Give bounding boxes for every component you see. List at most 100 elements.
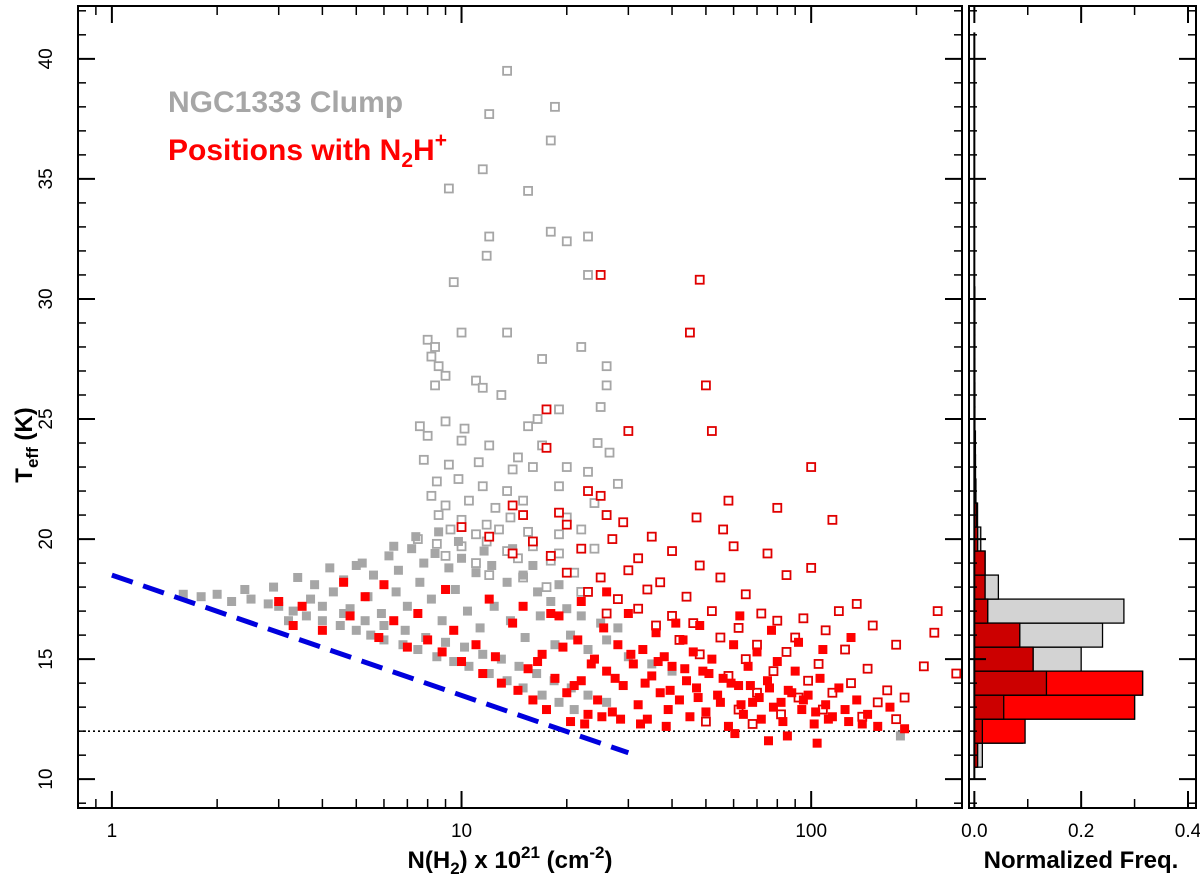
point-s1-49 [613,623,623,633]
point-s1-74 [667,666,677,676]
point-s3-66 [738,709,748,719]
point-s3-49 [667,661,677,671]
point-s2-0 [595,270,606,280]
point-s3-85 [852,695,862,705]
point-s3-33 [593,695,603,705]
point-s2-37 [595,572,606,583]
point-s3-133 [794,637,804,647]
point-s2-74 [918,661,929,672]
scatter-panel: 10 15 20 25 30 35 40 1 10 100 NGC1333 Clump Posit… [11,5,963,878]
y-tick-label-25: 25 [36,408,57,429]
point-s3-31 [583,709,593,719]
point-s3-2 [288,621,298,631]
point-s0-43 [443,459,454,470]
point-s3-69 [752,647,762,657]
point-s2-7 [541,442,552,453]
point-s1-96 [532,669,542,679]
point-s1-34 [393,565,403,575]
point-s1-25 [240,584,250,594]
point-s2-29 [507,548,518,559]
point-s1-45 [546,596,556,606]
point-s0-19 [426,351,437,362]
point-s0-47 [561,462,572,472]
point-s1-100 [602,697,612,707]
point-s0-0 [502,65,513,76]
point-s2-16 [618,517,629,528]
point-s0-36 [422,430,433,441]
point-s1-69 [566,630,576,640]
point-s3-62 [718,673,728,683]
point-s3-96 [602,587,612,597]
point-s3-114 [765,683,775,693]
point-s3-20 [513,685,523,695]
point-s0-48 [604,447,615,458]
point-s3-58 [698,666,708,676]
point-s1-94 [496,654,506,664]
point-s1-93 [478,649,488,659]
point-s0-30 [595,402,606,412]
point-s0-81 [440,550,451,561]
point-s3-26 [554,611,564,621]
point-s3-73 [772,657,782,667]
point-s3-53 [682,676,692,686]
point-s1-21 [518,683,528,693]
point-s2-40 [715,572,726,583]
point-s0-29 [554,404,564,415]
scatter-axes: 10 15 20 25 30 35 40 1 10 100 [36,5,963,842]
point-s3-44 [647,671,657,681]
legend-n2h-sub: 2 [401,149,413,172]
point-s3-18 [496,678,506,688]
point-s0-16 [502,327,513,338]
point-s3-59 [701,707,711,717]
point-s3-64 [729,640,739,650]
point-s0-50 [453,474,464,484]
hist-frame [968,5,1197,809]
point-s2-33 [694,560,705,571]
point-s2-39 [655,577,666,588]
point-s3-43 [642,714,652,724]
y-tick-label-20: 20 [36,528,57,549]
point-s0-64 [481,519,492,530]
point-s2-12 [507,500,518,511]
point-s2-31 [576,543,587,554]
point-s1-18 [464,661,474,671]
point-s1-86 [339,609,349,619]
point-s1-66 [520,633,530,643]
point-s0-68 [445,524,456,535]
point-s3-1 [297,601,307,611]
point-s2-3 [701,380,711,391]
point-s1-70 [583,645,593,655]
point-s0-88 [541,582,552,592]
point-s1-80 [453,536,463,546]
point-s3-88 [885,702,895,712]
point-s3-74 [778,717,788,727]
point-s0-32 [440,416,451,427]
hist-x-tick-label-0: 0.0 [961,821,987,842]
point-s3-5 [345,611,355,621]
point-s3-94 [546,609,556,619]
point-s0-10 [561,236,572,247]
point-s3-106 [680,664,690,674]
point-s0-42 [418,454,429,465]
point-s1-77 [389,541,399,551]
point-s3-132 [766,625,776,635]
x-title-sup1: 21 [521,843,540,862]
point-s1-67 [535,611,545,621]
point-s3-102 [626,649,636,659]
point-s2-28 [728,541,739,552]
point-s2-25 [607,534,618,544]
point-s2-5 [623,426,634,436]
x-tick-label-100: 100 [795,821,827,842]
point-s0-71 [523,526,533,537]
point-s3-121 [857,719,867,729]
y-title-rest: (K) [11,407,38,447]
histogram-axes: 0.0 0.2 0.4 [961,5,1200,842]
point-s2-55 [932,606,943,617]
point-s3-63 [723,721,733,731]
point-s0-17 [430,342,440,352]
point-s2-11 [595,490,606,501]
point-s3-29 [573,635,583,645]
point-s0-73 [576,524,587,535]
x-title-d: ) [604,847,612,874]
point-s1-55 [376,609,386,619]
